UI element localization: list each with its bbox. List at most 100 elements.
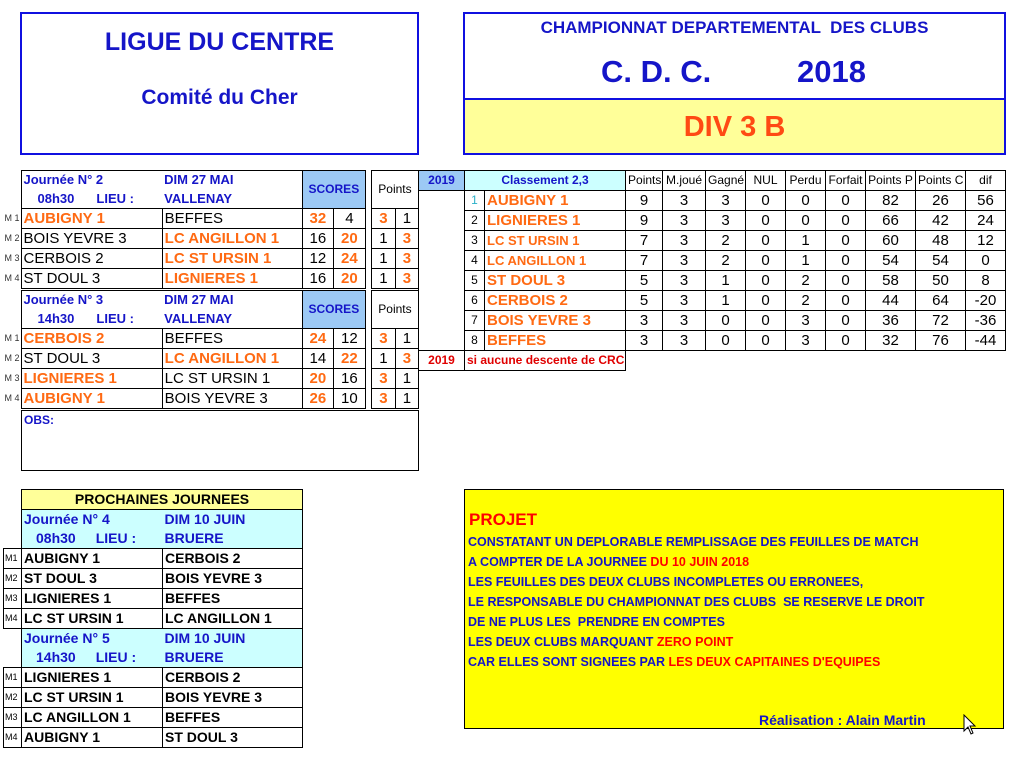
score-home: 26 — [301, 388, 334, 409]
lieu-label: LIEU : — [95, 649, 137, 665]
standings-row: 7 BOIS YEVRE 3 3 3 0 0 3 0 36 72 -36 — [419, 310, 1007, 331]
rank: 7 — [464, 310, 485, 331]
team-away: BEFFES — [161, 208, 303, 229]
standings-row: 3 LC ST URSIN 1 7 3 2 0 1 0 60 48 12 — [419, 230, 1007, 251]
team-home: ST DOUL 3 — [20, 268, 163, 289]
stat-value: 0 — [825, 250, 867, 271]
blank — [418, 190, 465, 351]
team-name: LIGNIERES 1 — [483, 210, 627, 231]
projet-box: PROJET CONSTATANT UN DEPLORABLE REMPLISS… — [464, 489, 1004, 729]
rank: 3 — [464, 230, 485, 251]
journee-date: DIM 10 JUIN — [162, 509, 304, 529]
points-home: 3 — [370, 368, 396, 389]
stat-value: 3 — [705, 190, 747, 211]
lieu-label: LIEU : — [95, 530, 137, 546]
points-home: 3 — [370, 388, 396, 409]
match-label: M4 — [3, 727, 22, 748]
journee-time: 14h30 LIEU : — [20, 309, 163, 329]
team-away: LIGNIERES 1 — [161, 268, 303, 289]
stat-value: 12 — [965, 230, 1007, 251]
team-home: ST DOUL 3 — [20, 348, 163, 369]
projet-highlight: ZERO POINT — [656, 635, 734, 649]
projet-text: CAR ELLES SONT SIGNEES PAR — [468, 655, 669, 669]
journee-time: 08h30 LIEU : — [21, 529, 163, 549]
journee-time-value: 08h30 — [37, 190, 75, 206]
score-home: 12 — [301, 248, 334, 269]
stat-value: 7 — [625, 230, 664, 251]
stat-value: 0 — [825, 190, 867, 211]
stat-value: 0 — [825, 210, 867, 231]
team-home: AUBIGNY 1 — [21, 727, 163, 748]
stat-value: 7 — [625, 250, 664, 271]
stat-value: 1 — [785, 250, 827, 271]
rank: 6 — [464, 290, 485, 311]
projet-line: CAR ELLES SONT SIGNEES PAR LES DEUX CAPI… — [468, 652, 925, 672]
points-home: 1 — [370, 248, 396, 269]
projet-line: A COMPTER DE LA JOURNEE DU 10 JUIN 2018 — [468, 552, 925, 572]
projet-line: LES DEUX CLUBS MARQUANT ZERO POINT — [468, 632, 925, 652]
journee-time-value: 14h30 — [36, 649, 76, 665]
projet-title: PROJET — [469, 510, 538, 529]
match-row: M 1 CERBOIS 2 BEFFES 24 12 3 1 — [2, 328, 420, 349]
team-home: CERBOIS 2 — [20, 248, 163, 269]
upcoming-table: PROCHAINES JOURNEES Journée N° 4 DIM 10 JU… — [3, 489, 304, 748]
stat-value: 24 — [965, 210, 1007, 231]
stat-value: 0 — [705, 310, 747, 331]
stat-value: 3 — [785, 330, 827, 351]
blank — [786, 351, 826, 371]
score-home: 16 — [301, 268, 334, 289]
stat-value: 3 — [662, 230, 707, 251]
points-away: 1 — [394, 208, 420, 229]
match-row: M 4 ST DOUL 3 LIGNIERES 1 16 20 1 3 — [2, 268, 420, 289]
projet-highlight: LES DEUX CAPITAINES D'EQUIPES — [668, 655, 881, 669]
match-row: M 3 CERBOIS 2 LC ST URSIN 1 12 24 1 3 — [2, 248, 420, 269]
team-home: AUBIGNY 1 — [20, 208, 163, 229]
spacer — [4, 529, 22, 549]
note-text: si aucune descente de CRC — [463, 350, 627, 371]
team-home: LIGNIERES 1 — [21, 588, 163, 609]
points-away: 1 — [394, 388, 420, 409]
stat-value: 58 — [865, 270, 917, 291]
spacer — [2, 310, 21, 329]
stat-value: 5 — [625, 290, 664, 311]
match-row: M 1 AUBIGNY 1 BEFFES 32 4 3 1 — [2, 208, 420, 229]
score-away: 10 — [332, 388, 366, 409]
journee-3-table: Journée N° 3 DIM 27 MAI SCORES Points 14h30 L… — [2, 290, 420, 409]
blank — [916, 351, 966, 371]
blank — [746, 351, 786, 371]
spacer — [2, 291, 21, 310]
points-away: 3 — [394, 348, 420, 369]
stat-value: 42 — [915, 210, 967, 231]
projet-line: LE RESPONSABLE DU CHAMPIONNAT DES CLUBS … — [468, 592, 925, 612]
team-home: LIGNIERES 1 — [20, 368, 163, 389]
journee-title: Journée N° 5 — [21, 628, 163, 648]
column-header: dif — [965, 170, 1007, 191]
lieu-label: LIEU : — [96, 310, 134, 326]
points-away: 3 — [394, 228, 420, 249]
score-home: 32 — [301, 208, 334, 229]
standings-row: 5 ST DOUL 3 5 3 1 0 2 0 58 50 8 — [419, 270, 1007, 291]
stat-value: 2 — [785, 290, 827, 311]
stat-value: -20 — [965, 290, 1007, 311]
team-away: LC ANGILLON 1 — [161, 348, 303, 369]
stat-value: 0 — [825, 290, 867, 311]
journee-title: Journée N° 2 — [20, 170, 163, 190]
score-away: 4 — [332, 208, 366, 229]
stat-value: 3 — [705, 210, 747, 231]
points-home: 1 — [370, 228, 396, 249]
stat-value: 3 — [662, 270, 707, 291]
blank — [866, 351, 916, 371]
team-name: BEFFES — [483, 330, 627, 351]
stat-value: 72 — [915, 310, 967, 331]
match-label: M 1 — [4, 333, 20, 343]
team-home: CERBOIS 2 — [20, 328, 163, 349]
standings-row: 1 AUBIGNY 1 9 3 3 0 0 0 82 26 56 — [418, 190, 1007, 351]
team-away: LC ANGILLON 1 — [161, 608, 304, 629]
stat-value: 8 — [965, 270, 1007, 291]
score-away: 20 — [332, 228, 366, 249]
stat-value: 3 — [625, 330, 664, 351]
match-row: M 3 LIGNIERES 1 LC ST URSIN 1 20 16 3 1 — [2, 368, 420, 389]
match-label: M1 — [3, 548, 22, 569]
journee-title: Journée N° 4 — [21, 509, 163, 529]
points-away: 1 — [394, 368, 420, 389]
